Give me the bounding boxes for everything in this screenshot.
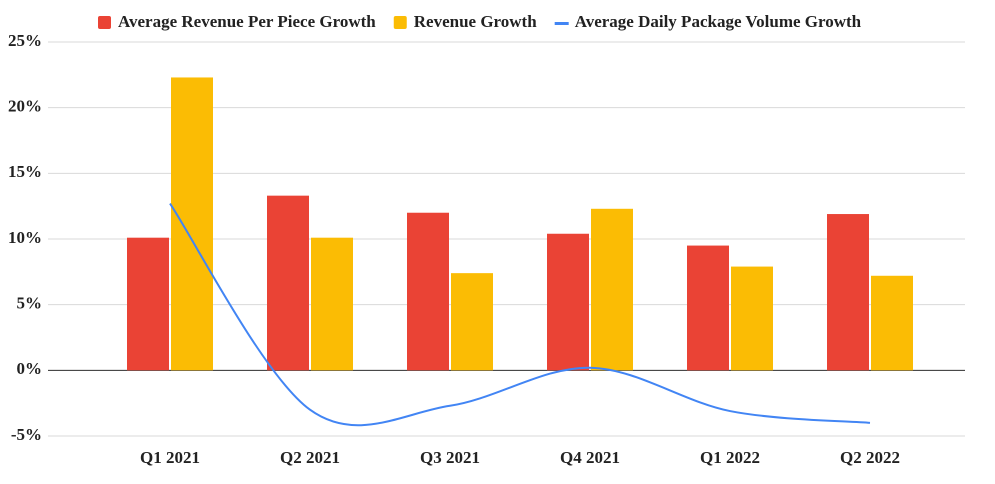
y-tick-label: 20% xyxy=(8,97,42,116)
legend-swatch xyxy=(393,16,407,29)
x-tick-label: Q4 2021 xyxy=(560,448,620,467)
legend-swatch xyxy=(98,16,111,29)
bar xyxy=(171,77,213,371)
bar xyxy=(591,208,633,371)
legend-label: Revenue Growth xyxy=(414,12,537,31)
bar xyxy=(871,275,913,371)
legend-label: Average Daily Package Volume Growth xyxy=(575,12,862,31)
bar xyxy=(827,214,869,371)
x-tick-label: Q2 2022 xyxy=(840,448,900,467)
x-tick-label: Q3 2021 xyxy=(420,448,480,467)
y-tick-label: -5% xyxy=(11,425,42,444)
bar xyxy=(687,245,729,371)
bar xyxy=(407,212,449,371)
bar xyxy=(547,233,589,371)
y-tick-label: 15% xyxy=(8,162,42,181)
line xyxy=(169,202,871,427)
bar xyxy=(311,237,353,371)
legend-label: Average Revenue Per Piece Growth xyxy=(118,12,376,31)
bar xyxy=(267,195,309,371)
x-tick-label: Q1 2021 xyxy=(140,448,200,467)
y-tick-label: 0% xyxy=(17,359,43,378)
bar xyxy=(127,237,169,371)
bar xyxy=(451,273,493,371)
legend-swatch xyxy=(554,22,569,25)
x-tick-label: Q1 2022 xyxy=(700,448,760,467)
y-tick-label: 25% xyxy=(8,31,42,50)
y-tick-label: 10% xyxy=(8,228,42,247)
x-tick-label: Q2 2021 xyxy=(280,448,340,467)
bar xyxy=(731,266,773,371)
y-tick-label: 5% xyxy=(17,294,43,313)
